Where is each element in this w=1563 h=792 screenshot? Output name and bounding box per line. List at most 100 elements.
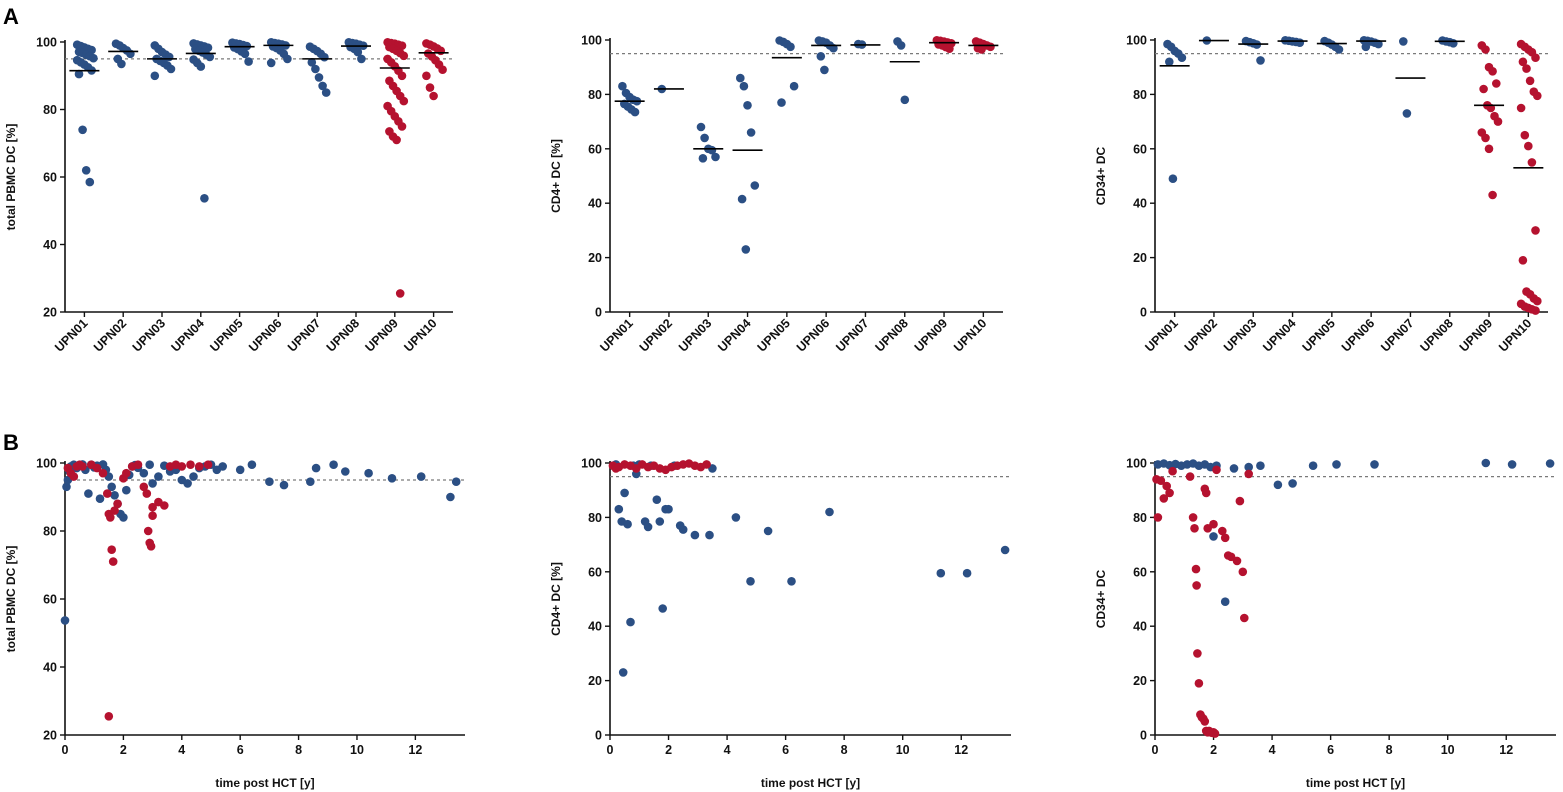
data-point (816, 52, 826, 61)
data-point (743, 101, 752, 110)
data-point (318, 81, 327, 91)
x-tick-label: 8 (1386, 743, 1393, 757)
data-point (789, 81, 799, 91)
data-point (62, 482, 71, 492)
data-point (1159, 494, 1169, 503)
data-point (110, 506, 119, 515)
data-point (186, 460, 195, 470)
data-point (320, 52, 329, 62)
category-label: UPN08 (872, 316, 910, 354)
data-point (95, 494, 105, 504)
y-tick-label: 80 (1133, 88, 1147, 102)
data-point (283, 54, 292, 64)
y-tick-label: 60 (588, 142, 602, 156)
y-tick-label: 100 (36, 457, 57, 471)
x-tick-label: 10 (350, 743, 364, 757)
data-point (311, 463, 321, 473)
data-point (1193, 649, 1202, 658)
data-point (1533, 91, 1542, 101)
data-point (1527, 158, 1537, 167)
y-axis-title: CD34+ DC (1094, 569, 1108, 628)
category-label: UPN05 (755, 316, 793, 354)
y-tick-label: 0 (595, 729, 602, 743)
data-point (395, 289, 405, 298)
data-point (700, 133, 709, 143)
data-point (397, 122, 407, 131)
x-tick-label: 8 (295, 743, 302, 757)
data-point (678, 525, 688, 534)
panel-label-a: A (3, 4, 19, 29)
x-tick-label: 6 (237, 743, 244, 757)
data-point (741, 245, 751, 254)
data-point (786, 42, 795, 52)
data-point (936, 568, 946, 578)
data-point (451, 477, 461, 487)
data-point (1191, 564, 1201, 574)
category-label: UPN05 (207, 316, 245, 354)
data-point (113, 499, 122, 509)
x-tick-label: 4 (724, 743, 731, 757)
data-point (306, 477, 315, 487)
x-tick-label: 6 (782, 743, 789, 757)
category-label: UPN06 (1339, 316, 1377, 354)
data-point (655, 517, 665, 526)
y-tick-label: 100 (1126, 457, 1147, 471)
data-point (143, 526, 153, 536)
category-label: UPN04 (169, 316, 207, 354)
data-point (244, 57, 253, 66)
data-point (698, 154, 708, 163)
series-group1 (611, 460, 1010, 677)
data-point (1488, 190, 1497, 200)
data-point (1488, 67, 1497, 76)
data-point (1481, 458, 1491, 468)
data-point (78, 125, 87, 135)
y-tick-label: 80 (43, 525, 57, 539)
y-tick-label: 0 (1140, 306, 1147, 320)
data-point (1185, 472, 1195, 481)
data-point (1165, 488, 1174, 498)
data-point (1481, 133, 1490, 143)
y-tick-label: 0 (595, 306, 602, 320)
y-tick-label: 20 (43, 306, 57, 320)
data-point (107, 545, 116, 554)
data-point (200, 194, 209, 203)
data-point (1192, 581, 1201, 590)
data-point (307, 58, 317, 67)
data-point (736, 73, 745, 83)
data-point (108, 557, 118, 566)
data-point (1481, 45, 1490, 54)
data-point (1210, 729, 1220, 738)
data-point (240, 49, 250, 59)
data-point (148, 502, 157, 512)
category-label: UPN10 (1496, 316, 1534, 354)
x-tick-label: 0 (62, 743, 69, 757)
category-label: UPN04 (1260, 316, 1298, 354)
data-point (148, 479, 157, 488)
category-label: UPN09 (912, 316, 950, 354)
data-point (146, 542, 156, 551)
series-group2 (1152, 465, 1253, 738)
data-point (183, 479, 192, 488)
category-label: UPN08 (1417, 316, 1455, 354)
series-group1 (60, 460, 461, 625)
data-point (235, 465, 245, 475)
data-point (1238, 567, 1248, 577)
y-tick-label: 40 (43, 661, 57, 675)
data-point (154, 472, 163, 481)
data-point (900, 95, 910, 105)
data-point (218, 462, 227, 471)
category-label: UPN06 (794, 316, 832, 354)
data-point (1334, 45, 1344, 54)
category-label: UPN07 (285, 316, 323, 354)
data-point (422, 71, 431, 81)
y-tick-label: 80 (588, 88, 602, 102)
data-point (69, 472, 79, 481)
data-point (85, 177, 95, 187)
data-point (962, 568, 972, 578)
data-point (737, 194, 747, 204)
y-axis-title: total PBMC DC [%] (4, 546, 18, 653)
y-tick-label: 20 (43, 729, 57, 743)
data-point (1209, 532, 1218, 541)
data-point (60, 616, 70, 625)
